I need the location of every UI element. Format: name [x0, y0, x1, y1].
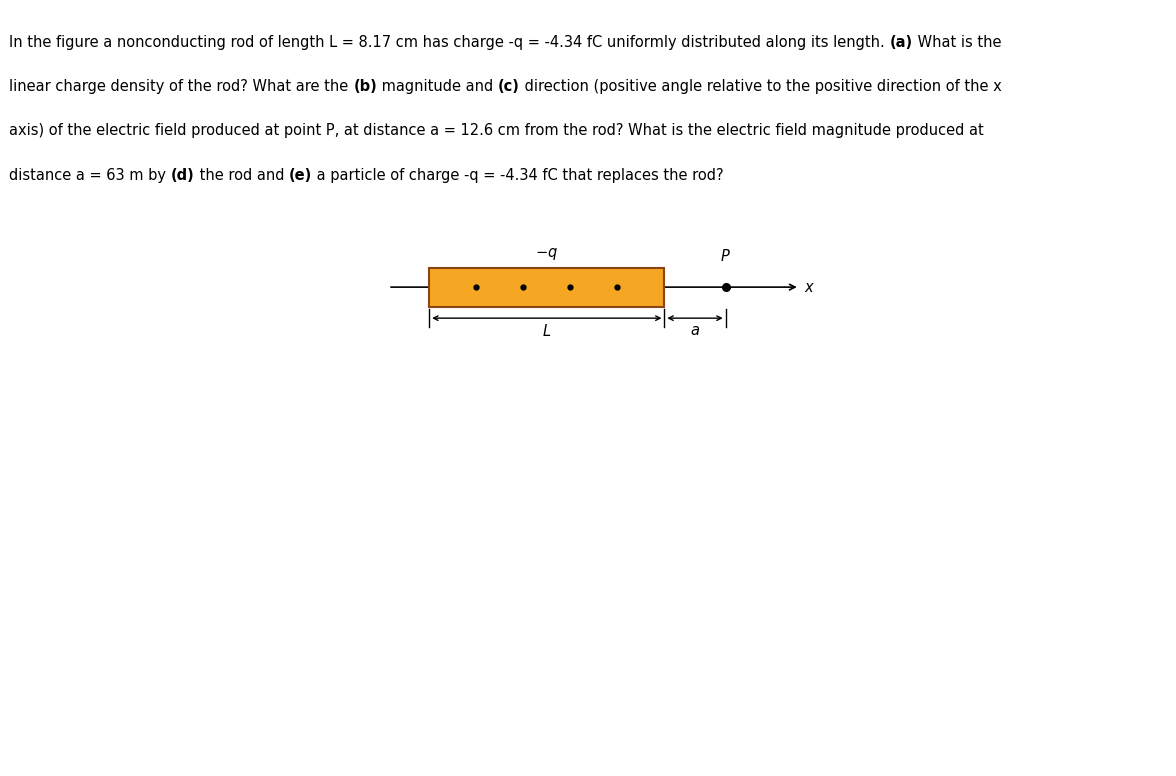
Text: $P$: $P$ — [720, 248, 731, 264]
Text: (e): (e) — [289, 168, 312, 182]
Text: a particle of charge -q = -4.34 fC that replaces the rod?: a particle of charge -q = -4.34 fC that … — [312, 168, 723, 182]
Text: magnitude and: magnitude and — [377, 79, 497, 94]
Text: $x$: $x$ — [804, 279, 815, 295]
Text: (c): (c) — [497, 79, 520, 94]
Text: (b): (b) — [353, 79, 377, 94]
Bar — [429, 268, 664, 307]
Text: the rod and: the rod and — [195, 168, 289, 182]
Text: $L$: $L$ — [542, 323, 552, 339]
Text: linear charge density of the rod? What are the: linear charge density of the rod? What a… — [9, 79, 353, 94]
Text: In the figure a nonconducting rod of length L = 8.17 cm has charge -q = -4.34 fC: In the figure a nonconducting rod of len… — [9, 35, 890, 50]
Text: (d): (d) — [171, 168, 195, 182]
Text: axis) of the electric field produced at point P, at distance a = 12.6 cm from th: axis) of the electric field produced at … — [9, 123, 984, 138]
Text: (a): (a) — [890, 35, 913, 50]
Text: direction (positive angle relative to the positive direction of the x: direction (positive angle relative to th… — [520, 79, 1002, 94]
Text: What is the: What is the — [913, 35, 1002, 50]
Text: $-q$: $-q$ — [535, 245, 559, 262]
Text: distance a = 63 m by: distance a = 63 m by — [9, 168, 171, 182]
Text: $a$: $a$ — [690, 323, 700, 338]
